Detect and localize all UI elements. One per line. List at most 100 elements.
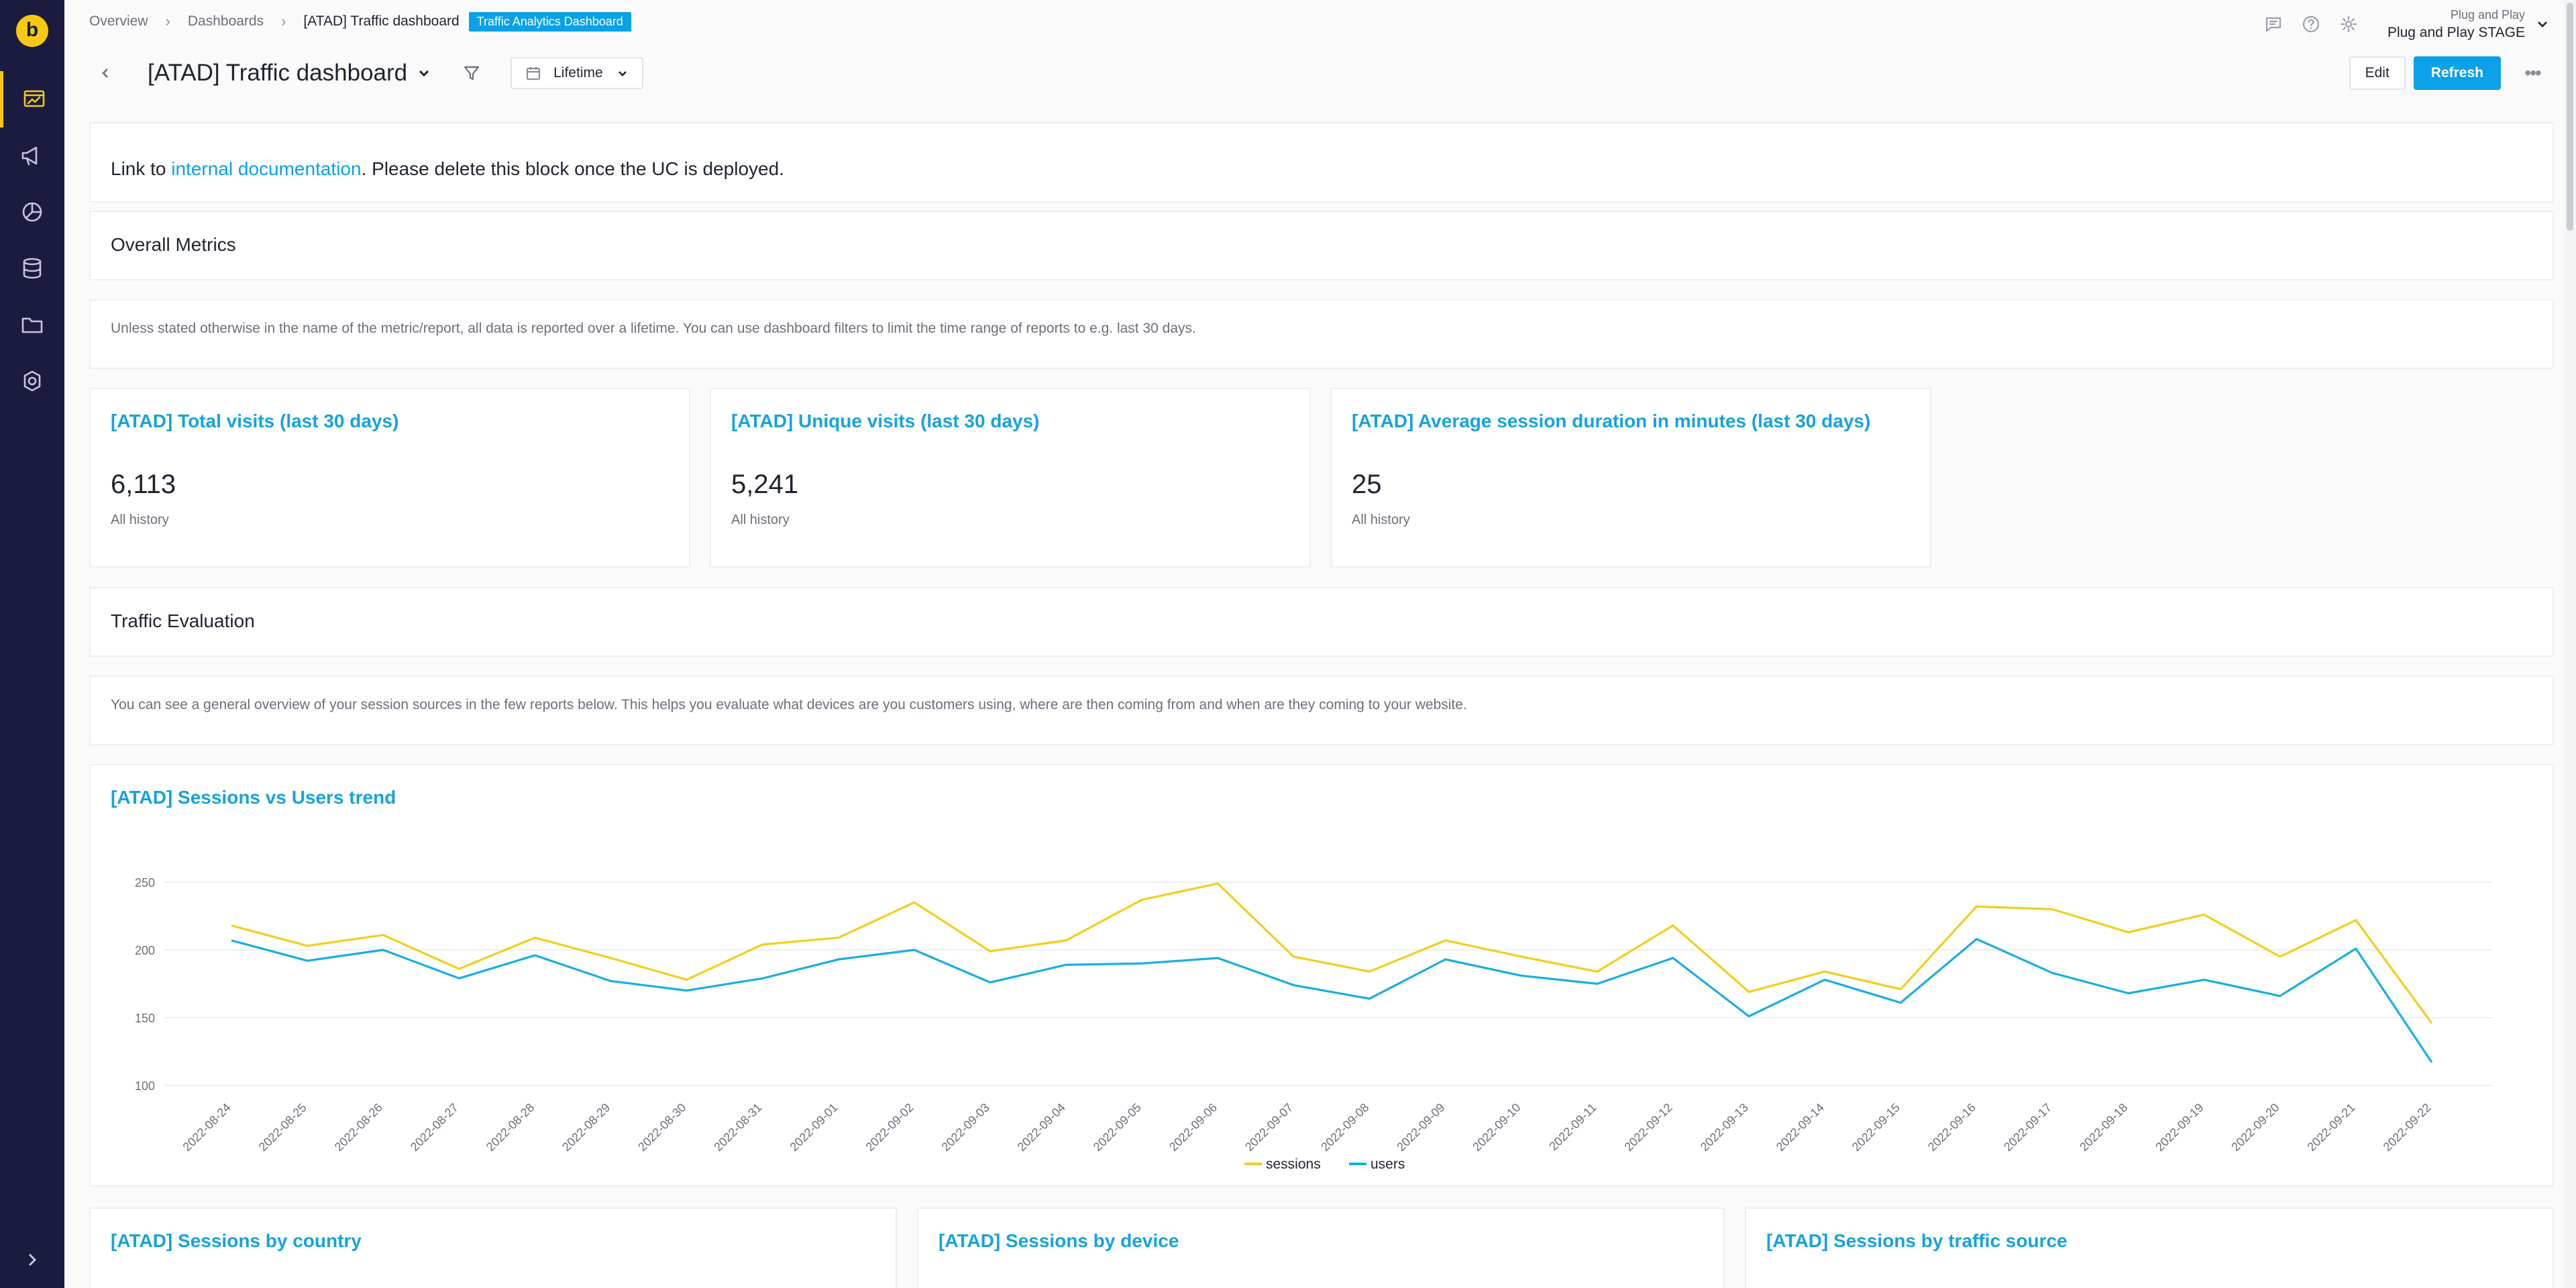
x-tick-label: 2022-08-29: [559, 1101, 612, 1154]
gear-icon: [2340, 15, 2357, 33]
x-tick-label: 2022-09-13: [1698, 1101, 1751, 1154]
compass-icon: [23, 370, 41, 392]
page-scrollbar[interactable]: [2564, 0, 2576, 1288]
x-tick-label: 2022-09-07: [1242, 1101, 1295, 1154]
y-tick-label: 150: [135, 1012, 155, 1025]
sidebar-item-explore[interactable]: [0, 353, 64, 409]
sidebar-expand-button[interactable]: [0, 1240, 64, 1280]
card-title[interactable]: [ATAD] Sessions by device: [938, 1230, 1179, 1251]
comments-button[interactable]: [2255, 5, 2292, 43]
settings-button[interactable]: [2330, 5, 2367, 43]
help-button[interactable]: [2292, 5, 2330, 43]
metric-title[interactable]: [ATAD] Unique visits (last 30 days): [731, 411, 1040, 431]
filter-button[interactable]: [458, 60, 485, 87]
chevron-right-icon: ›: [165, 13, 170, 30]
x-tick-label: 2022-08-31: [711, 1101, 764, 1154]
title-dropdown-button[interactable]: [417, 66, 431, 80]
x-tick-label: 2022-09-19: [2153, 1101, 2206, 1154]
refresh-button[interactable]: Refresh: [2413, 56, 2501, 90]
help-icon: [2302, 15, 2320, 33]
metric-value: 25: [1352, 470, 1382, 499]
scrollbar-thumb[interactable]: [2567, 3, 2573, 231]
traffic-evaluation-note: You can see a general overview of your s…: [89, 676, 2554, 745]
date-filter-label: Lifetime: [553, 65, 603, 80]
sidebar-item-analytics[interactable]: [0, 184, 64, 240]
edit-button[interactable]: Edit: [2349, 56, 2406, 90]
metric-card: [ATAD] Unique visits (last 30 days) 5,24…: [710, 388, 1311, 568]
x-tick-label: 2022-09-12: [1622, 1101, 1675, 1154]
x-tick-label: 2022-09-20: [2229, 1101, 2282, 1154]
metric-title[interactable]: [ATAD] Total visits (last 30 days): [111, 411, 399, 431]
x-tick-label: 2022-09-16: [1925, 1101, 1978, 1154]
chevron-down-icon: [618, 71, 627, 76]
dashboard-badge: Traffic Analytics Dashboard: [468, 11, 631, 32]
breadcrumb-overview[interactable]: Overview: [89, 13, 148, 29]
overall-metrics-header: Overall Metrics: [89, 211, 2554, 280]
y-tick-label: 100: [135, 1079, 155, 1093]
breadcrumb: Overview › Dashboards › [ATAD] Traffic d…: [89, 11, 631, 32]
y-tick-label: 250: [135, 876, 155, 890]
legend-label-users: users: [1371, 1157, 1405, 1172]
sidebar-item-campaigns[interactable]: [0, 127, 64, 184]
section-title: Overall Metrics: [111, 234, 236, 255]
sidebar-item-data[interactable]: [0, 240, 64, 297]
x-tick-label: 2022-09-04: [1015, 1101, 1068, 1154]
date-filter-dropdown[interactable]: Lifetime: [511, 57, 643, 89]
x-tick-label: 2022-08-24: [180, 1101, 233, 1154]
x-tick-label: 2022-09-09: [1394, 1101, 1447, 1154]
x-tick-label: 2022-09-01: [787, 1101, 840, 1154]
dashboard-header: [ATAD] Traffic dashboard Lifetime Edit R…: [94, 56, 2549, 90]
card-title[interactable]: [ATAD] Sessions by traffic source: [1766, 1230, 2068, 1251]
back-button[interactable]: [94, 61, 118, 85]
overall-metrics-note: Unless stated otherwise in the name of t…: [89, 299, 2554, 369]
chevron-down-icon[interactable]: [2536, 17, 2549, 31]
x-tick-label: 2022-09-02: [863, 1101, 916, 1154]
card-title[interactable]: [ATAD] Sessions by country: [111, 1230, 362, 1251]
line-chart: 100 150 200 250 2022-08-24 2022-08-25 2022-08-…: [135, 876, 2492, 1172]
database-icon: [23, 258, 42, 279]
sessions-by-device-card: [ATAD] Sessions by device: [917, 1208, 1725, 1288]
section-title: Traffic Evaluation: [111, 610, 255, 631]
documentation-link[interactable]: internal documentation: [171, 158, 362, 179]
folder-icon: [21, 317, 43, 333]
series-line-users: [231, 938, 2433, 1063]
metric-value: 5,241: [731, 470, 799, 499]
y-tick-label: 200: [135, 944, 155, 957]
metric-title[interactable]: [ATAD] Average session duration in minut…: [1352, 411, 1871, 431]
sidebar-item-files[interactable]: [0, 297, 64, 353]
chat-icon: [2265, 17, 2282, 32]
page-title: [ATAD] Traffic dashboard: [148, 60, 408, 86]
metric-subtitle: All history: [731, 513, 790, 527]
logo[interactable]: b: [16, 15, 48, 47]
top-right-toolbar: Plug and Play Plug and Play STAGE: [2255, 5, 2549, 43]
documentation-suffix: . Please delete this block once the UC i…: [361, 158, 784, 179]
x-tick-label: 2022-08-25: [256, 1101, 309, 1154]
sessions-by-traffic-source-card: [ATAD] Sessions by traffic source: [1745, 1208, 2554, 1288]
x-tick-label: 2022-09-18: [2077, 1101, 2130, 1154]
x-tick-label: 2022-09-08: [1318, 1101, 1371, 1154]
legend-label-sessions: sessions: [1266, 1157, 1321, 1172]
documentation-text: Link to internal documentation. Please d…: [111, 158, 784, 180]
more-options-icon[interactable]: •••: [2524, 62, 2541, 83]
note-text: Unless stated otherwise in the name of t…: [111, 321, 1196, 336]
organization-switcher[interactable]: Plug and Play Plug and Play STAGE: [2387, 8, 2525, 41]
breadcrumb-dashboards[interactable]: Dashboards: [187, 13, 264, 29]
x-tick-label: 2022-09-06: [1167, 1101, 1220, 1154]
x-tick-label: 2022-09-10: [1470, 1101, 1523, 1154]
x-tick-label: 2022-09-03: [939, 1101, 992, 1154]
sidebar-item-dashboards[interactable]: [0, 71, 64, 127]
traffic-evaluation-header: Traffic Evaluation: [89, 587, 2554, 657]
x-tick-label: 2022-08-28: [484, 1101, 537, 1154]
metric-value: 6,113: [111, 470, 176, 499]
organization-sub-label: Plug and Play: [2450, 7, 2525, 21]
filter-icon: [464, 66, 480, 80]
series-line-sessions: [231, 882, 2433, 1024]
metric-subtitle: All history: [111, 513, 169, 527]
sessions-by-country-card: [ATAD] Sessions by country: [89, 1208, 897, 1288]
chart-title[interactable]: [ATAD] Sessions vs Users trend: [111, 787, 396, 808]
documentation-prefix: Link to: [111, 158, 172, 179]
megaphone-icon: [21, 146, 38, 166]
sessions-users-chart-card: [ATAD] Sessions vs Users trend 100 150 200…: [89, 764, 2554, 1187]
chevron-down-icon: [419, 70, 429, 77]
sidebar: b: [0, 0, 64, 1288]
